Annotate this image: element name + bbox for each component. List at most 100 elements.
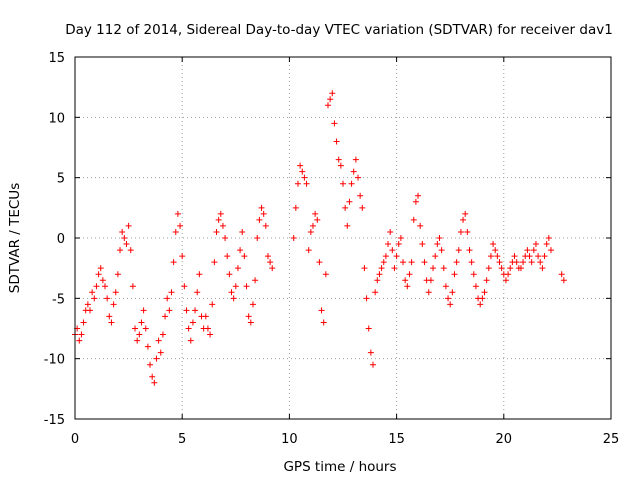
data-point: [262, 222, 269, 229]
data-point: [123, 241, 130, 248]
data-point: [346, 198, 353, 205]
data-point: [434, 241, 441, 248]
data-point: [149, 373, 156, 380]
data-point: [370, 361, 377, 368]
data-point: [453, 259, 460, 266]
data-point: [87, 307, 94, 314]
data-point: [84, 301, 91, 308]
data-point: [455, 247, 462, 254]
data-point: [318, 307, 325, 314]
data-point: [507, 265, 514, 272]
data-point: [294, 180, 301, 187]
data-point: [445, 295, 452, 302]
data-point: [215, 216, 222, 223]
data-point: [539, 265, 546, 272]
data-point: [466, 247, 473, 254]
data-point: [213, 228, 220, 235]
data-point: [305, 247, 312, 254]
data-point: [335, 156, 342, 163]
data-point: [402, 277, 409, 284]
data-point: [243, 283, 250, 290]
y-tick-label: -15: [44, 413, 65, 428]
data-point: [395, 241, 402, 248]
data-point: [449, 289, 456, 296]
data-point: [147, 361, 154, 368]
data-point: [252, 277, 259, 284]
data-point: [442, 283, 449, 290]
data-point: [316, 259, 323, 266]
data-point: [93, 283, 100, 290]
data-point: [309, 222, 316, 229]
x-tick-label: 20: [496, 432, 513, 447]
data-point: [134, 337, 141, 344]
x-tick-label: 5: [178, 432, 186, 447]
data-point: [425, 289, 432, 296]
data-point: [239, 228, 246, 235]
data-point: [537, 259, 544, 266]
y-tick-label: 5: [57, 172, 65, 187]
data-point: [528, 259, 535, 266]
data-point: [472, 283, 479, 290]
data-point: [382, 253, 389, 260]
data-point: [524, 247, 531, 254]
data-point: [492, 247, 499, 254]
data-point: [110, 301, 117, 308]
data-point: [166, 307, 173, 314]
data-point: [292, 204, 299, 211]
data-point: [217, 210, 224, 217]
data-point: [162, 313, 169, 320]
data-point: [194, 289, 201, 296]
data-point: [129, 283, 136, 290]
data-point: [513, 259, 520, 266]
data-point: [157, 349, 164, 356]
data-point: [352, 156, 359, 163]
data-point: [132, 325, 139, 332]
data-point: [372, 289, 379, 296]
data-point: [365, 325, 372, 332]
data-point: [487, 253, 494, 260]
data-point: [397, 235, 404, 241]
data-point: [520, 259, 527, 266]
data-point: [355, 174, 362, 181]
data-point: [511, 253, 518, 260]
data-point: [142, 325, 149, 332]
data-point: [192, 307, 199, 314]
y-tick-label: 15: [48, 51, 65, 66]
y-tick-label: -10: [44, 353, 65, 368]
data-point: [106, 313, 113, 320]
data-point: [535, 253, 542, 260]
data-point: [102, 283, 109, 290]
data-point: [415, 192, 422, 199]
data-point: [249, 301, 256, 308]
data-point: [187, 337, 194, 344]
data-point: [457, 228, 464, 235]
data-point: [172, 228, 179, 235]
data-point: [204, 325, 211, 332]
data-point: [117, 247, 124, 254]
data-point: [314, 216, 321, 223]
data-point: [174, 210, 181, 217]
data-point: [333, 138, 340, 145]
data-point: [159, 331, 166, 338]
data-point: [297, 162, 304, 169]
data-point: [234, 265, 241, 272]
data-point: [114, 271, 121, 278]
data-point: [209, 301, 216, 308]
data-point: [254, 235, 261, 241]
data-point: [136, 331, 143, 338]
data-point: [427, 277, 434, 284]
data-point: [170, 259, 177, 266]
data-point: [219, 222, 226, 229]
data-point: [376, 271, 383, 278]
data-point: [121, 235, 128, 241]
data-point: [342, 204, 349, 211]
data-point: [228, 289, 235, 296]
data-point: [490, 241, 497, 248]
data-point: [196, 271, 203, 278]
data-point: [517, 265, 524, 272]
data-point: [153, 355, 160, 362]
data-point: [144, 343, 151, 350]
data-point: [558, 271, 565, 278]
data-point: [479, 295, 486, 302]
